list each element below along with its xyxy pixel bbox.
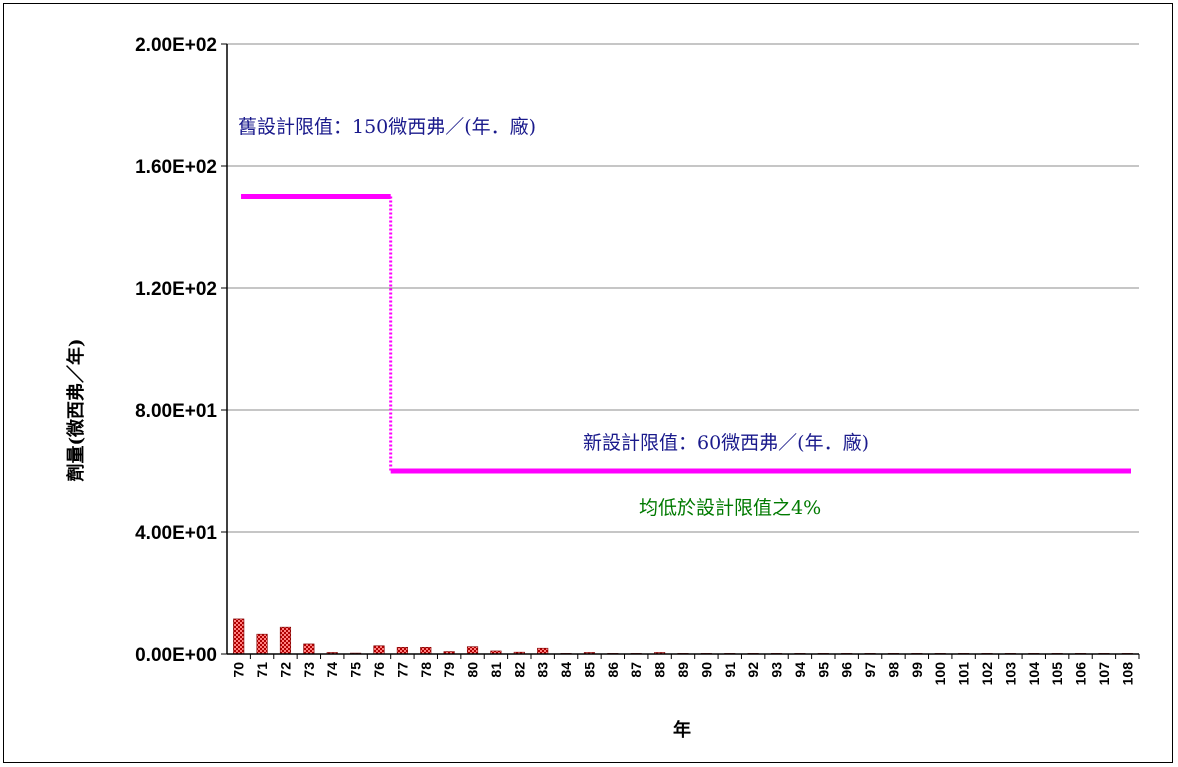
x-tick-label: 104 <box>1026 662 1042 686</box>
old-limit-label: 舊設計限值：150微西弗／(年．廠) <box>238 115 536 138</box>
x-tick-label: 95 <box>815 662 831 678</box>
x-tick-label: 86 <box>605 662 621 678</box>
bar-70 <box>233 618 245 655</box>
x-tick-label: 98 <box>885 662 901 678</box>
x-tick-label: 77 <box>394 662 410 678</box>
new-limit-label: 新設計限值：60微西弗／(年．廠) <box>583 431 869 454</box>
x-tick-label: 81 <box>488 662 504 678</box>
x-tick-label: 108 <box>1119 662 1135 686</box>
limit-lines <box>241 194 1131 474</box>
bar-80 <box>466 646 479 655</box>
y-tick-label: 8.00E+01 <box>135 401 217 422</box>
x-tick-label: 80 <box>465 662 481 678</box>
x-tick-label: 91 <box>722 662 738 678</box>
x-tick-label: 93 <box>769 662 785 678</box>
bar-76 <box>373 645 385 655</box>
x-tick-label: 74 <box>324 662 340 678</box>
x-tick-label: 96 <box>839 662 855 678</box>
bar-71 <box>256 633 268 655</box>
bar-73 <box>303 643 315 655</box>
x-tick-label: 75 <box>348 662 364 678</box>
y-tick-labels: 0.00E+00 4.00E+01 8.00E+01 1.20E+02 1.60E+02… <box>135 35 227 666</box>
x-tick-label: 76 <box>371 662 387 678</box>
x-tick-label: 71 <box>254 662 270 678</box>
x-tick-label: 73 <box>301 662 317 678</box>
bar-72 <box>279 626 292 655</box>
x-tick-label: 107 <box>1096 662 1112 686</box>
x-tick-label: 82 <box>511 662 527 678</box>
x-tick-label: 72 <box>277 662 293 678</box>
bar-77 <box>396 646 408 655</box>
y-tick-label: 2.00E+02 <box>135 35 217 56</box>
x-tick-label: 101 <box>956 662 972 686</box>
x-tick-label: 79 <box>441 662 457 678</box>
bar-83 <box>537 647 549 655</box>
x-tick-label: 94 <box>792 662 808 678</box>
bars <box>233 618 1133 655</box>
x-tick-label: 89 <box>675 662 691 678</box>
y-tick-label: 0.00E+00 <box>135 645 217 666</box>
x-tick-label: 84 <box>558 662 574 678</box>
y-axis-title: 劑量(微西弗／年) <box>65 338 87 482</box>
x-tick-label: 106 <box>1073 662 1089 686</box>
x-tick-label: 100 <box>932 662 948 686</box>
y-tick-label: 4.00E+01 <box>135 523 217 544</box>
x-tick-label: 105 <box>1049 662 1065 686</box>
x-tick-label: 90 <box>698 662 714 678</box>
x-tick-label: 83 <box>535 662 551 678</box>
x-tick-label: 92 <box>745 662 761 678</box>
gridlines <box>227 43 1139 533</box>
y-tick-label: 1.60E+02 <box>135 157 217 178</box>
below-limit-annotation: 均低於設計限值之4% <box>639 497 821 519</box>
x-tick-label: 70 <box>231 662 247 678</box>
axes <box>226 44 1139 655</box>
x-tick-label: 85 <box>581 662 597 678</box>
x-tick-label: 88 <box>652 662 668 678</box>
x-axis-title: 年 <box>673 719 691 741</box>
x-tick-label: 99 <box>909 662 925 678</box>
bar-78 <box>420 646 432 655</box>
x-tick-label: 97 <box>862 662 878 678</box>
y-tick-label: 1.20E+02 <box>135 279 217 300</box>
x-tick-label: 102 <box>979 662 995 686</box>
chart-frame <box>3 3 1173 763</box>
x-tick-label: 103 <box>1002 662 1018 686</box>
x-tick-label: 78 <box>418 662 434 678</box>
x-tick-label: 87 <box>628 662 644 678</box>
x-tick-labels: 70 71 72 73 74 75 76 77 78 79 80 81 82 83 84 85 86 87 88 89… <box>231 654 1140 686</box>
